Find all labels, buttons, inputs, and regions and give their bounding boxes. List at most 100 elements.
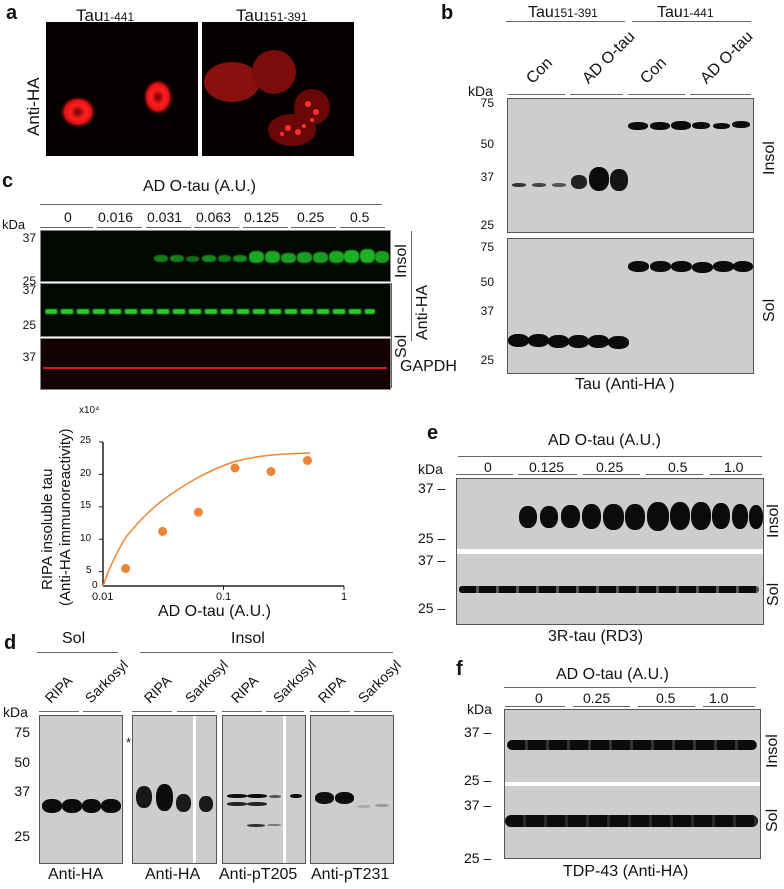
fraction-separator [505,782,760,786]
caption-anti-pt205: Anti-pT205 [219,866,298,883]
group1-main: Tau [528,4,554,21]
band [269,795,281,798]
divider [146,227,191,228]
fraction-label-sol: Sol [761,298,778,322]
divider [354,711,392,712]
band [548,335,569,348]
band [233,255,247,262]
band [101,799,121,813]
lane-label: Sarkosyl [354,656,404,706]
marker: 25 [22,318,36,332]
cell-fluorescence-image [204,50,330,146]
blot-c-sol-green [40,283,391,337]
band [360,249,375,263]
band [156,784,173,811]
band [82,799,101,813]
concentration-label: 0 [484,459,492,475]
divider [222,711,262,712]
fraction-label-sol: Sol [764,808,781,832]
concentration-label: 0.063 [196,209,232,225]
band [186,256,199,262]
concentration-label: 0.5 [668,459,688,475]
marker: 37 [480,304,494,318]
panel-b-caption: Tau (Anti-HA ) [575,376,675,393]
band [733,261,753,272]
y-tick: 15 [80,500,92,511]
y-multiplier: x10⁴ [79,405,100,416]
x-axis-label: AD O-tau (A.U.) [158,603,271,620]
fraction-label-sol: Sol [393,334,410,358]
bracket-line [411,231,412,341]
band [218,255,231,262]
band [571,175,587,189]
band [315,792,334,804]
blot-d-sol-anti-ha [39,715,123,864]
group-label-insol: Insol [231,630,265,647]
marker: 25 [14,828,30,844]
blot-b-sol [507,238,754,374]
col2-main: Tau [236,6,264,25]
band [588,335,609,348]
band [628,122,648,130]
concentration-label: 1.0 [724,459,744,475]
band [512,183,526,187]
panel-d-label: d [4,632,17,654]
divider [340,227,385,228]
band [610,169,628,191]
band [692,262,713,273]
lane-separator [193,716,196,863]
divider [570,94,623,95]
divider [37,652,118,653]
panel-b-label: b [441,2,454,24]
band [647,502,669,531]
micrograph-tau-151-391 [202,22,354,156]
y-tick: 20 [80,468,92,479]
divider [703,706,755,707]
band [608,336,629,349]
concentration-label: 0.25 [583,690,611,706]
band [247,802,267,806]
antibody-label-anti-ha: Anti-HA [414,284,431,340]
band [670,502,690,530]
antibody-label-gapdh: GAPDH [400,358,457,375]
divider [39,711,79,712]
band [532,183,546,187]
kda-label: kDa [467,701,492,717]
band [42,799,62,813]
y-tick: 0 [92,580,98,591]
blot-b-insol [507,98,754,233]
blot-c-insol-green [40,230,391,282]
band [297,252,312,263]
concentration-label: 0.25 [297,209,325,225]
lane-label: Con [637,54,671,88]
marker: 37 [22,231,36,245]
panel-a-col1-title: Tau1-441 [76,6,134,26]
band [247,794,267,798]
divider [266,711,304,712]
band [43,367,387,369]
divider [243,227,288,228]
divider [140,652,393,653]
band [199,796,213,812]
divider [132,711,172,712]
concentration-label: 0 [64,209,72,225]
marker: 37 – [464,724,492,740]
band [459,586,759,593]
divider [456,474,513,475]
blot-f [504,709,761,859]
band [712,503,730,529]
concentration-label: 0.5 [350,209,370,225]
panel-a-col2-title: Tau151-391 [236,6,307,26]
divider [646,474,703,475]
panel-b-group2-title: Tau1-441 [657,4,714,22]
band [589,167,609,191]
lane-separator [283,716,286,863]
band [227,802,247,806]
band [628,261,649,272]
col2-sub: 151-391 [263,10,308,24]
band [528,334,549,347]
panel-a-row-label: Anti-HA [24,77,43,136]
bracket-line [391,283,392,388]
fraction-separator [457,549,763,554]
panel-e-caption: 3R-tau (RD3) [548,628,644,645]
